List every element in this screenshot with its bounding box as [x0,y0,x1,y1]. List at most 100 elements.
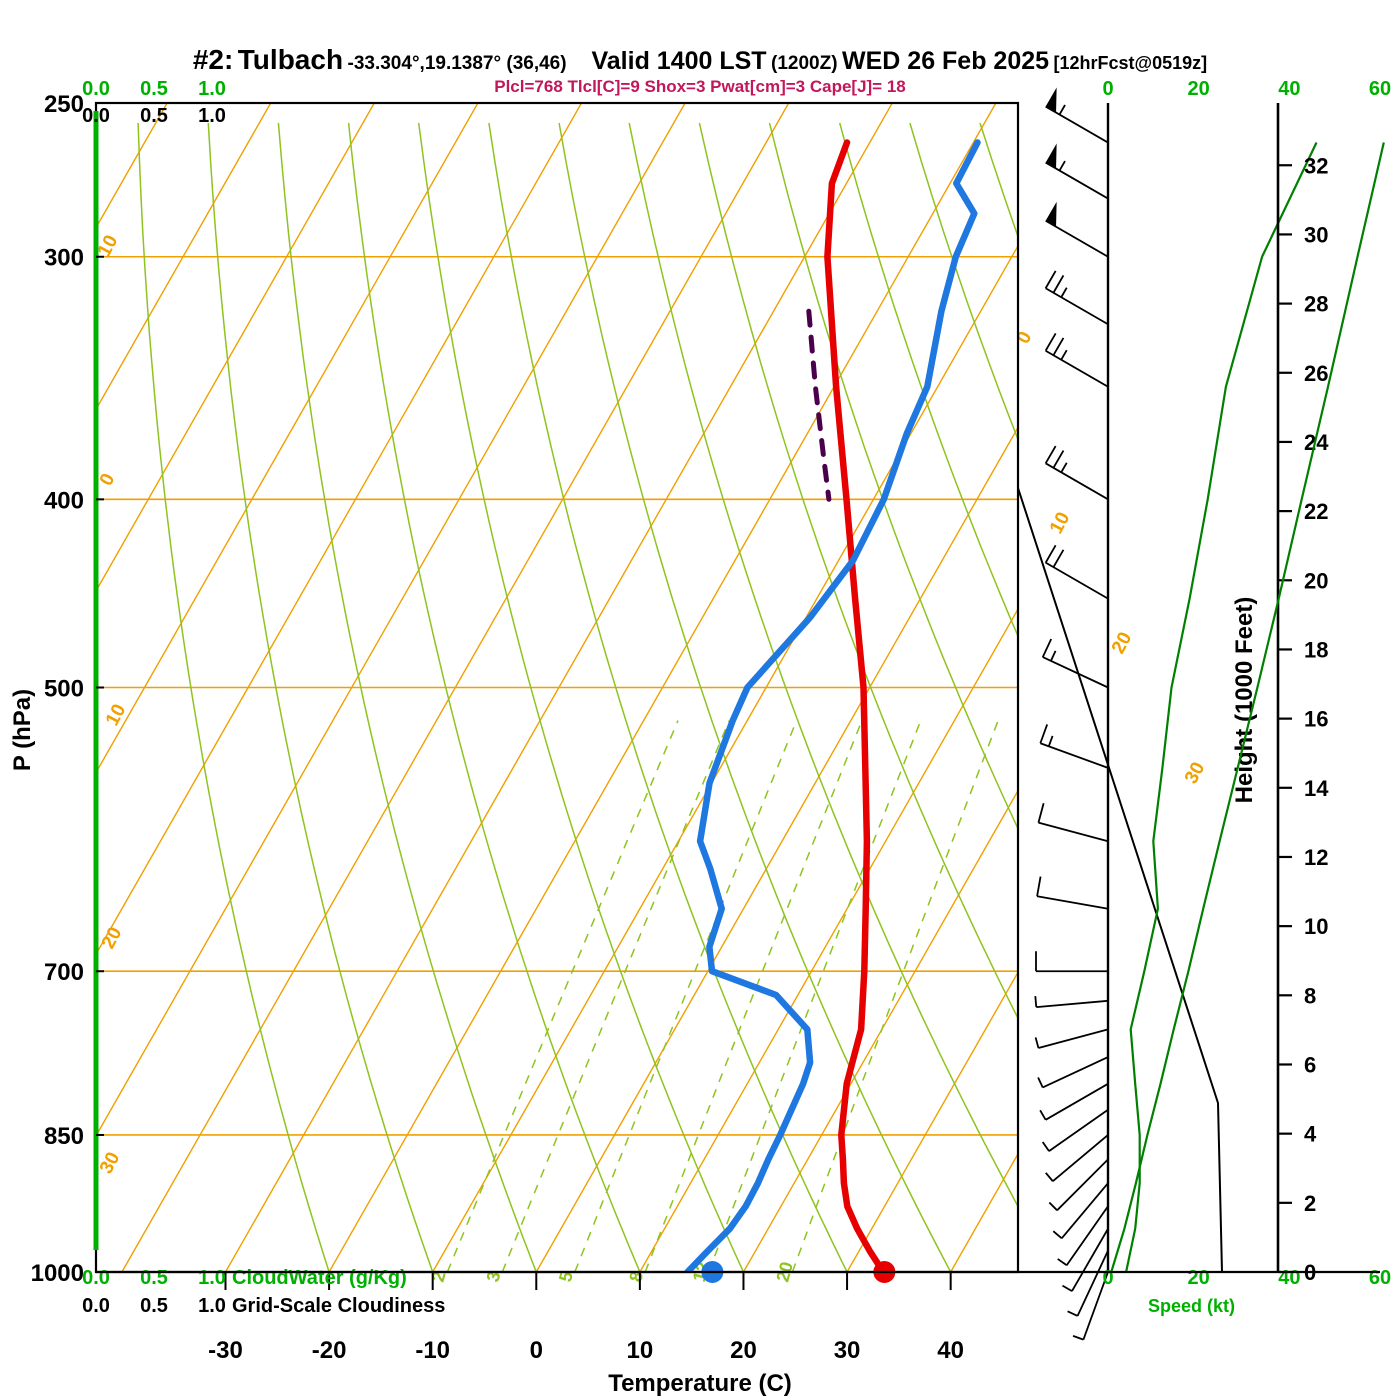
wind-barb [1036,876,1109,910]
mixing-ratio-line [446,720,679,1272]
cloudiness-tick-label: 1.0 [198,105,226,127]
temperature-tick-label: 20 [730,1337,757,1364]
station-coords: -33.304°,19.1387° (36,46) [347,53,567,74]
mixing-ratio-line [644,720,863,1272]
speed-tick-label: 0 [1102,78,1113,100]
forecast-tag: [12hrFcst@0519z] [1053,53,1208,73]
pressure-tick-label: 850 [44,1123,84,1150]
wind-barb [1041,638,1109,689]
speed-tick-label: 60 [1369,1267,1391,1289]
isotherm-label: 30 [1181,759,1209,788]
wind-barb [1062,1228,1109,1292]
pressure-axis-label: P (hPa) [9,689,36,771]
wind-barb [1044,544,1109,600]
cloudiness-tick-label: 0.0 [82,1295,110,1317]
mixing-ratio-line [501,720,730,1272]
height-tick-label: 32 [1304,153,1328,178]
title-row: #2: Tulbach -33.304°,19.1387° (36,46) Va… [0,44,1400,76]
wind-barb [1035,951,1108,973]
wind-barb [1045,143,1109,200]
pressure-tick-label: 500 [44,676,84,703]
cloudwater-tick-label: 0.0 [82,78,110,100]
cloudiness-axis-label: Grid-Scale Cloudiness [232,1295,445,1317]
station-name: Tulbach [237,44,344,75]
cloudiness-tick-label: 1.0 [198,1295,226,1317]
isotherm-label: 0 [96,470,120,489]
pressure-tick-label: 400 [44,487,84,514]
cloudiness-tick-label: 0.5 [140,105,168,127]
speed-tick-label: 20 [1188,78,1210,100]
height-tick-label: 28 [1304,292,1328,317]
cloudwater-tick-label: 1.0 [198,78,226,100]
cloudwater-tick-label: 1.0 [198,1267,226,1289]
height-tick-label: 16 [1304,707,1328,732]
wind-barb [1034,1028,1109,1049]
temperature-tick-label: -10 [415,1337,450,1364]
speed-tick-label: 20 [1188,1267,1210,1289]
pressure-tick-label: 250 [44,91,84,118]
wind-barb [1041,1109,1109,1152]
temperature-tick-label: 0 [530,1337,543,1364]
speed-tick-label: 60 [1369,78,1391,100]
valid-utc: (1200Z) [771,53,838,74]
height-tick-label: 12 [1304,845,1328,870]
mixing-ratio-line [707,720,922,1272]
wind-barb [1048,1158,1109,1211]
isotherm-label: 0 [1013,328,1037,347]
temperature-axis-label: Temperature (C) [608,1370,792,1397]
isotherm-label: 20 [1108,629,1136,658]
cloudwater-tick-label: 0.5 [140,78,168,100]
mixing-ratio-line [791,720,999,1272]
wind-speed-curve [1125,142,1318,1273]
wind-barb [1037,1056,1109,1089]
cloudiness-tick-label: 0.0 [82,105,110,127]
height-tick-label: 30 [1304,222,1328,247]
valid-time: Valid 1400 LST [591,47,767,75]
height-tick-label: 6 [1304,1052,1316,1077]
pressure-tick-label: 1000 [31,1260,84,1287]
wind-barb [1044,445,1109,501]
cloudwater-tick-label: 0.0 [82,1267,110,1289]
height-tick-label: 26 [1304,361,1328,386]
cloudiness-tick-label: 0.5 [140,1295,168,1317]
speed-tick-label: 0 [1102,1267,1113,1289]
wind-barb [1045,87,1109,144]
wind-barb [1072,1271,1109,1341]
wind-barb [1067,1250,1109,1317]
height-tick-label: 10 [1304,914,1328,939]
height-tick-label: 8 [1304,983,1316,1008]
wind-barb [1044,270,1109,326]
wind-barb [1039,724,1109,769]
station-id: #2: [192,44,234,75]
wind-barb [1037,803,1109,843]
height-tick-label: 18 [1304,637,1328,662]
isotherm-label: 10 [102,701,130,730]
temperature-tick-label: 10 [627,1337,654,1364]
isotherm-label: 20 [98,924,126,953]
height-tick-label: 4 [1304,1122,1317,1147]
speed-tick-label: 40 [1278,1267,1300,1289]
height-tick-label: 2 [1304,1191,1316,1216]
temperature-tick-label: -30 [208,1337,243,1364]
speed-tick-label: 40 [1278,78,1300,100]
height-tick-label: 20 [1304,568,1328,593]
cloudwater-tick-label: 0.5 [140,1267,168,1289]
isotherm-label: 10 [1046,509,1074,538]
wind-barb [1039,1083,1109,1121]
wind-barb [1045,201,1109,258]
temperature-tick-label: 40 [937,1337,964,1364]
wind-barb [1052,1182,1109,1239]
cloudwater-axis-label: CloudWater (g/Kg) [232,1267,407,1289]
height-curve [1110,142,1385,1273]
wind-barb [1034,996,1109,1008]
stability-indices: Plcl=768 Tlcl[C]=9 Shox=3 Pwat[cm]=3 Cap… [494,77,906,96]
mixing-ratio-line [574,720,798,1272]
temperature-tick-label: 30 [834,1337,861,1364]
temperature-curve [824,139,887,1272]
wind-barb [1044,332,1109,388]
dewpoint-curve [684,139,981,1272]
height-tick-label: 22 [1304,499,1328,524]
pressure-tick-label: 300 [44,245,84,272]
valid-date: WED 26 Feb 2025 [842,47,1050,75]
